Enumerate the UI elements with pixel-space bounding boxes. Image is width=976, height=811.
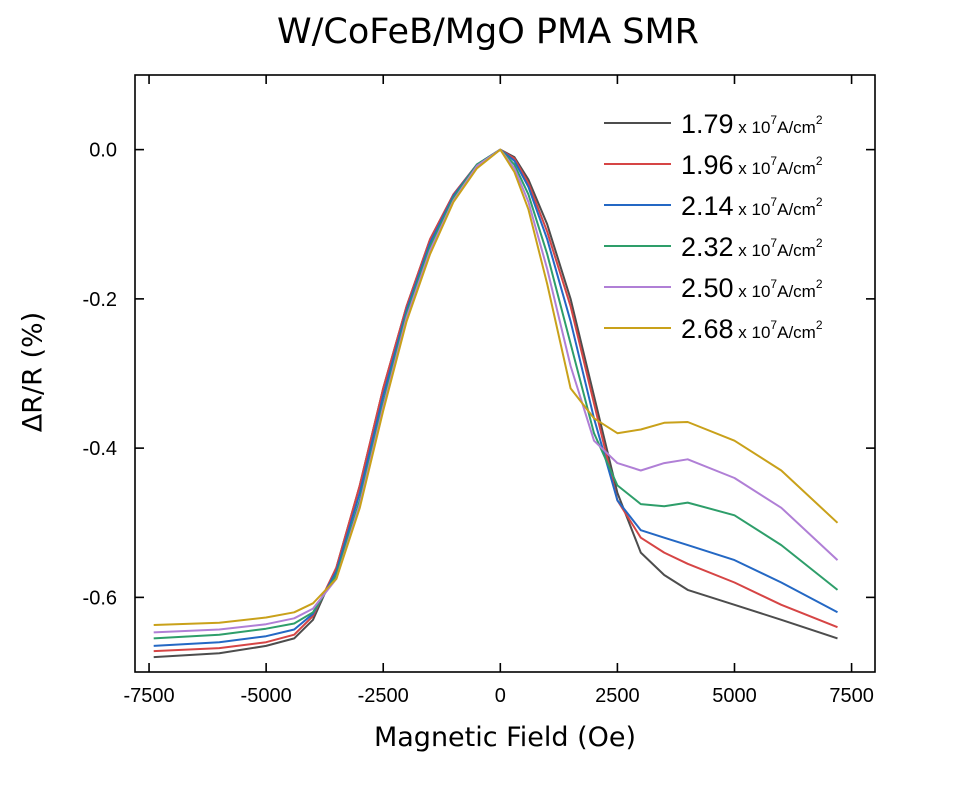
- x-tick-label: -5000: [241, 685, 292, 707]
- series-line-2.14: [153, 148, 838, 647]
- x-tick-label: 7500: [829, 685, 874, 707]
- series-line-2.32: [153, 148, 839, 640]
- plot-frame: [134, 74, 876, 673]
- legend-entry-2.68: 2.68 x 107A/cm2: [681, 314, 823, 344]
- series-line-1.79: [153, 148, 838, 659]
- legend-entry-2.50: 2.50 x 107A/cm2: [681, 273, 823, 303]
- legend-entry-2.32: 2.32 x 107A/cm2: [681, 232, 823, 262]
- chart-title: W/CoFeB/MgO PMA SMR: [277, 12, 699, 52]
- x-tick-label: 5000: [712, 685, 757, 707]
- y-tick-label: -0.4: [83, 438, 117, 460]
- x-tick-label: 0: [495, 685, 506, 707]
- y-tick-label: -0.2: [83, 289, 117, 311]
- y-tick-label: -0.6: [83, 587, 117, 609]
- x-axis-label: Magnetic Field (Oe): [373, 722, 637, 753]
- x-tick-label: -2500: [358, 685, 409, 707]
- legend-entry-2.14: 2.14 x 107A/cm2: [681, 191, 823, 221]
- x-tick-label: -7500: [123, 685, 174, 707]
- legend-entry-1.79: 1.79 x 107A/cm2: [681, 109, 823, 139]
- series-line-2.68: [153, 148, 839, 626]
- y-tick-label: 0.0: [89, 140, 117, 162]
- x-tick-label: 2500: [595, 685, 640, 707]
- legend-entry-1.96: 1.96 x 107A/cm2: [681, 150, 823, 180]
- series-line-1.96: [153, 148, 838, 653]
